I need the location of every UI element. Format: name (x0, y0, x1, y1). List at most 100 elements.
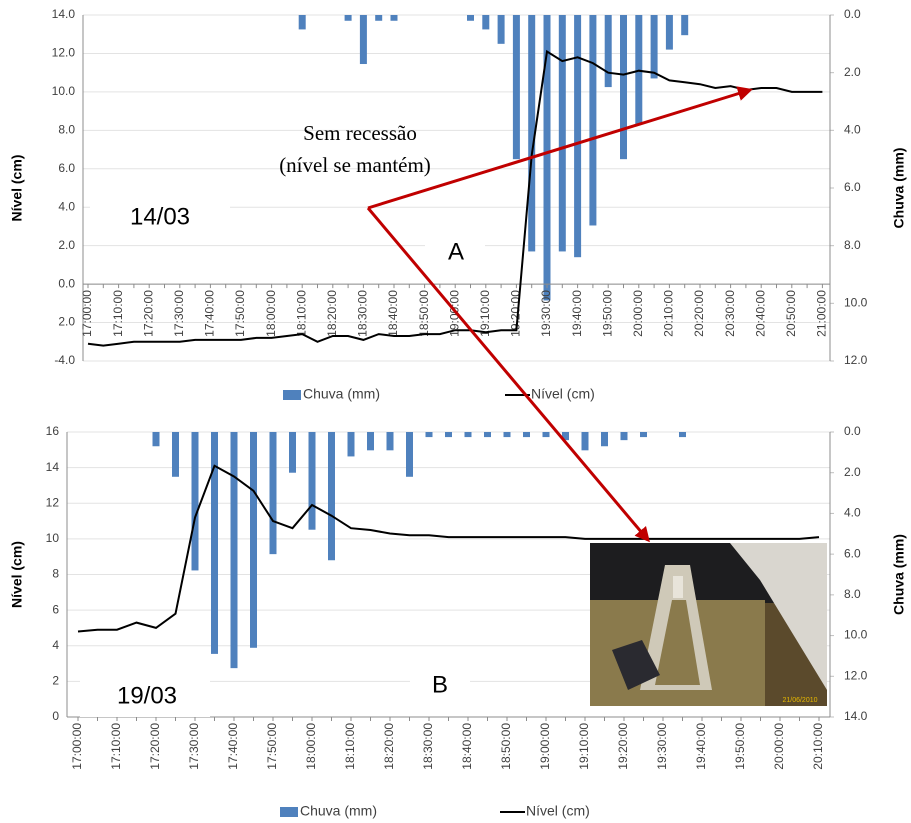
x-tick-label: 18:10:00 (294, 290, 308, 337)
bar (309, 432, 316, 530)
y-tick-label: 10 (46, 531, 60, 545)
y2-tick-label: 0.0 (844, 424, 861, 438)
bar (681, 15, 688, 35)
x-tick-label: 18:50:00 (499, 723, 513, 770)
x-tick-label: 18:30:00 (421, 723, 435, 770)
y2-tick-label: 12.0 (844, 353, 868, 367)
legend-swatch (283, 390, 301, 400)
x-tick-label: 17:00:00 (70, 723, 84, 770)
photo: 21/06/2010 (590, 543, 827, 706)
bar (679, 432, 686, 437)
arrow (368, 208, 648, 540)
bar (426, 432, 433, 437)
photo-date: 21/06/2010 (782, 697, 817, 704)
x-tick-label: 17:40:00 (203, 290, 217, 337)
y-tick-label: 14.0 (52, 7, 76, 21)
x-tick-label: 19:10:00 (577, 723, 591, 770)
y2-tick-label: 4.0 (844, 506, 861, 520)
x-tick-label: 21:00:00 (815, 290, 829, 337)
x-tick-label: 19:50:00 (600, 290, 614, 337)
x-tick-label: 19:30:00 (655, 723, 669, 770)
annotation: 19/03 (117, 682, 177, 709)
bar (589, 15, 596, 225)
legend-label: Chuva (mm) (303, 386, 380, 402)
bar (484, 432, 491, 437)
x-tick-label: 17:40:00 (226, 723, 240, 770)
bar (387, 432, 394, 450)
y-tick-label: 12.0 (52, 46, 76, 60)
legend-label: Nível (cm) (526, 803, 590, 819)
y2-tick-label: 6.0 (844, 180, 861, 194)
photo-pipe (673, 576, 683, 598)
x-tick-label: 17:20:00 (141, 290, 155, 337)
y2-tick-label: 8.0 (844, 238, 861, 252)
x-tick-label: 19:40:00 (570, 290, 584, 337)
x-tick-label: 19:40:00 (694, 723, 708, 770)
bar (348, 432, 355, 456)
y2-tick-label: 8.0 (844, 587, 861, 601)
bar (391, 15, 398, 21)
bar (289, 432, 296, 473)
bar (651, 15, 658, 78)
y-tick-label: 2.0 (58, 315, 75, 329)
bar (467, 15, 474, 21)
y-tick-label: 2 (52, 674, 59, 688)
x-tick-label: 17:50:00 (233, 290, 247, 337)
y2-tick-label: 14.0 (844, 709, 868, 723)
bar (601, 432, 608, 446)
bar (620, 15, 627, 159)
bar (582, 432, 589, 450)
bar (559, 15, 566, 251)
annotation: (nível se mantém) (279, 153, 431, 177)
bar (172, 432, 179, 477)
bar (498, 15, 505, 44)
figure: -4.02.00.02.04.06.08.010.012.014.00.02.0… (0, 0, 911, 823)
y2-tick-label: 12.0 (844, 668, 868, 682)
bar (666, 15, 673, 50)
bar (375, 15, 382, 21)
y2-tick-label: 2.0 (844, 65, 861, 79)
x-tick-label: 17:10:00 (109, 723, 123, 770)
x-tick-label: 17:30:00 (172, 290, 186, 337)
bar (231, 432, 238, 668)
legend-swatch (280, 807, 298, 817)
bar (543, 432, 550, 437)
bar (345, 15, 352, 21)
bar (605, 15, 612, 87)
x-tick-label: 17:50:00 (265, 723, 279, 770)
bar (192, 432, 199, 570)
x-tick-label: 17:10:00 (111, 290, 125, 337)
x-tick-label: 20:30:00 (723, 290, 737, 337)
y2-axis-title: Chuva (mm) (891, 534, 907, 615)
x-tick-label: 18:40:00 (460, 723, 474, 770)
x-tick-label: 18:00:00 (264, 290, 278, 337)
annotation: Sem recessão (303, 121, 417, 145)
x-tick-label: 17:00:00 (80, 290, 94, 337)
x-tick-label: 18:00:00 (304, 723, 318, 770)
x-tick-label: 20:50:00 (784, 290, 798, 337)
y-axis-title: Nível (cm) (9, 541, 25, 608)
bar (513, 15, 520, 159)
y-tick-label: 12 (46, 495, 60, 509)
bar (465, 432, 472, 437)
bar (250, 432, 257, 648)
y-tick-label: 2.0 (58, 238, 75, 252)
x-tick-label: 20:10:00 (811, 723, 825, 770)
bar (406, 432, 413, 477)
bar (299, 15, 306, 29)
x-tick-label: 19:30:00 (539, 290, 553, 337)
bar (367, 432, 374, 450)
bar (574, 15, 581, 257)
y-axis-title: Nível (cm) (9, 155, 25, 222)
y2-tick-label: 2.0 (844, 465, 861, 479)
x-tick-label: 20:00:00 (631, 290, 645, 337)
bar (504, 432, 511, 437)
x-tick-label: 19:10:00 (478, 290, 492, 337)
y-tick-label: 4.0 (58, 199, 75, 213)
x-tick-label: 19:50:00 (733, 723, 747, 770)
x-tick-label: 20:10:00 (662, 290, 676, 337)
y2-tick-label: 4.0 (844, 123, 861, 137)
bar (523, 432, 530, 437)
y-tick-label: 6.0 (58, 161, 75, 175)
legend-label: Chuva (mm) (300, 803, 377, 819)
